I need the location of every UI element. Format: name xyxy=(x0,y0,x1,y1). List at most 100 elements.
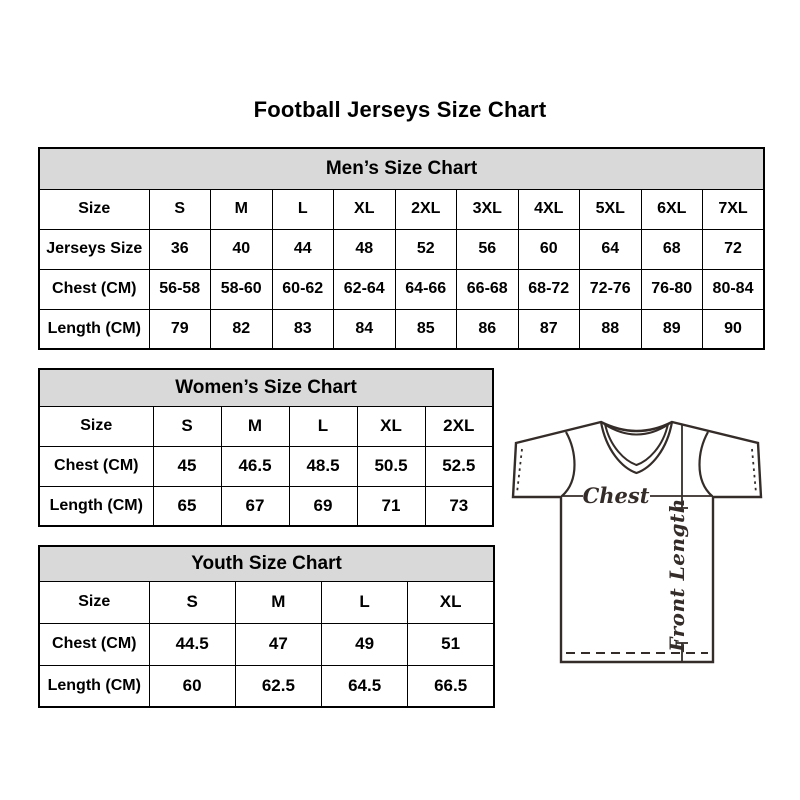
womens-table-title: Women’s Size Chart xyxy=(38,368,494,407)
mens-cell: 64 xyxy=(579,228,642,270)
collar-back-arc xyxy=(603,423,670,436)
womens-cell: 48.5 xyxy=(288,445,358,487)
mens-size-table: Men’s Size Chart Size S M L XL 2XL 3XL 4XL 5XL 6XL… xyxy=(38,147,766,350)
mens-cell: M xyxy=(210,188,273,230)
womens-cell: 46.5 xyxy=(220,445,290,487)
right-cuff-stitch-line xyxy=(751,448,757,494)
mens-row-label: Chest (CM) xyxy=(38,268,150,310)
collar-v-inner xyxy=(604,423,669,467)
womens-row-label: Length (CM) xyxy=(38,485,154,527)
mens-cell: 64-66 xyxy=(394,268,457,310)
womens-table-row: Length (CM) 65 67 69 71 73 xyxy=(38,485,494,527)
mens-cell: 48 xyxy=(333,228,396,270)
mens-cell: 68 xyxy=(640,228,703,270)
jersey-body-outline xyxy=(511,420,763,664)
mens-table-row: Size S M L XL 2XL 3XL 4XL 5XL 6XL 7XL xyxy=(38,188,765,230)
mens-cell: 56 xyxy=(456,228,519,270)
mens-cell: 83 xyxy=(271,308,334,350)
mens-cell: 7XL xyxy=(702,188,765,230)
mens-table-row: Length (CM) 79 82 83 84 85 86 87 88 89 90 xyxy=(38,308,765,350)
womens-cell: 52.5 xyxy=(424,445,494,487)
mens-table-title: Men’s Size Chart xyxy=(38,147,765,190)
mens-cell: 3XL xyxy=(456,188,519,230)
womens-cell: M xyxy=(220,405,290,447)
womens-row-label: Size xyxy=(38,405,154,447)
youth-table-title: Youth Size Chart xyxy=(38,545,495,582)
mens-cell: 4XL xyxy=(517,188,580,230)
mens-cell: 84 xyxy=(333,308,396,350)
mens-cell: 72-76 xyxy=(579,268,642,310)
mens-table-row: Jerseys Size 36 40 44 48 52 56 60 64 68 72 xyxy=(38,228,765,270)
mens-cell: 88 xyxy=(579,308,642,350)
mens-cell: 66-68 xyxy=(456,268,519,310)
womens-cell: 50.5 xyxy=(356,445,426,487)
collar-v-outer xyxy=(599,421,674,475)
mens-cell: 82 xyxy=(210,308,273,350)
left-armhole-seam xyxy=(561,431,576,497)
womens-cell: 45 xyxy=(152,445,222,487)
mens-cell: 40 xyxy=(210,228,273,270)
womens-cell: 71 xyxy=(356,485,426,527)
womens-table-header-row: Women’s Size Chart xyxy=(38,368,494,407)
mens-cell: S xyxy=(148,188,211,230)
youth-cell: 44.5 xyxy=(148,622,236,666)
youth-cell: M xyxy=(234,580,323,624)
womens-cell: S xyxy=(152,405,222,447)
mens-row-label: Length (CM) xyxy=(38,308,150,350)
mens-cell: 89 xyxy=(640,308,703,350)
womens-cell: 65 xyxy=(152,485,222,527)
youth-table-header-row: Youth Size Chart xyxy=(38,545,495,582)
youth-cell: 47 xyxy=(234,622,323,666)
youth-table-row: Size S M L XL xyxy=(38,580,495,624)
jersey-measurement-diagram: Chest Front Length xyxy=(500,410,780,670)
mens-row-label: Jerseys Size xyxy=(38,228,150,270)
womens-size-table: Women’s Size Chart Size S M L XL 2XL Chest (CM)… xyxy=(38,368,495,527)
mens-cell: L xyxy=(271,188,334,230)
page-title: Football Jerseys Size Chart xyxy=(253,97,547,122)
youth-row-label: Chest (CM) xyxy=(38,622,150,666)
mens-cell: 87 xyxy=(517,308,580,350)
mens-cell: 68-72 xyxy=(517,268,580,310)
youth-row-label: Length (CM) xyxy=(38,664,150,708)
chest-label: Chest xyxy=(583,483,650,508)
mens-cell: 56-58 xyxy=(148,268,211,310)
mens-cell: 52 xyxy=(394,228,457,270)
youth-cell: L xyxy=(320,580,409,624)
mens-cell: 6XL xyxy=(640,188,703,230)
mens-cell: 44 xyxy=(271,228,334,270)
youth-row-label: Size xyxy=(38,580,150,624)
youth-cell: 51 xyxy=(407,622,495,666)
womens-table-row: Chest (CM) 45 46.5 48.5 50.5 52.5 xyxy=(38,445,494,487)
youth-cell: 62.5 xyxy=(234,664,323,708)
youth-cell: 66.5 xyxy=(407,664,495,708)
mens-cell: XL xyxy=(333,188,396,230)
youth-cell: 60 xyxy=(148,664,236,708)
mens-cell: 36 xyxy=(148,228,211,270)
mens-cell: 72 xyxy=(702,228,765,270)
mens-cell: 86 xyxy=(456,308,519,350)
womens-cell: XL xyxy=(356,405,426,447)
womens-table-row: Size S M L XL 2XL xyxy=(38,405,494,447)
mens-cell: 76-80 xyxy=(640,268,703,310)
mens-cell: 90 xyxy=(702,308,765,350)
mens-cell: 5XL xyxy=(579,188,642,230)
youth-cell: 64.5 xyxy=(320,664,409,708)
mens-table-row: Chest (CM) 56-58 58-60 60-62 62-64 64-66 66-68… xyxy=(38,268,765,310)
youth-cell: XL xyxy=(407,580,495,624)
mens-cell: 58-60 xyxy=(210,268,273,310)
mens-cell: 2XL xyxy=(394,188,457,230)
womens-cell: 73 xyxy=(424,485,494,527)
right-armhole-seam xyxy=(698,431,713,497)
mens-cell: 85 xyxy=(394,308,457,350)
youth-cell: 49 xyxy=(320,622,409,666)
left-cuff-stitch-line xyxy=(516,448,523,494)
womens-cell: 2XL xyxy=(424,405,494,447)
mens-cell: 60 xyxy=(517,228,580,270)
jersey-outline-drawing: Chest Front Length xyxy=(511,420,763,664)
mens-table-header-row: Men’s Size Chart xyxy=(38,147,765,190)
youth-size-table: Youth Size Chart Size S M L XL Chest (CM) 44.5 4… xyxy=(38,545,496,708)
mens-cell: 80-84 xyxy=(702,268,765,310)
mens-cell: 62-64 xyxy=(333,268,396,310)
mens-row-label: Size xyxy=(38,188,150,230)
